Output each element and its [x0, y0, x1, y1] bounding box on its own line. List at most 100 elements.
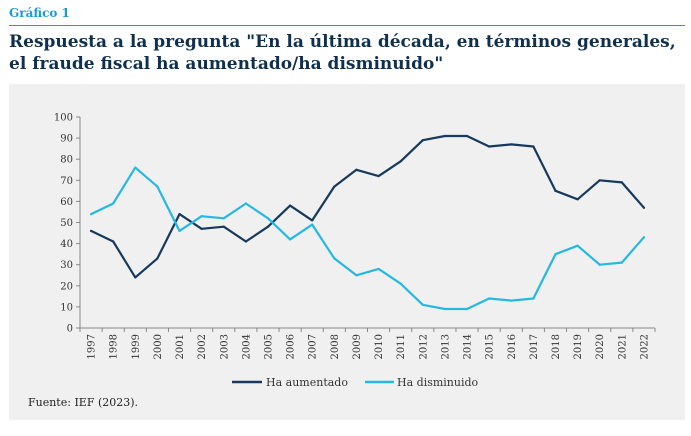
legend-label-2: Ha disminuido — [397, 376, 479, 389]
data-point — [200, 227, 203, 230]
data-point — [156, 185, 159, 188]
data-point — [488, 145, 491, 148]
top-rule — [9, 25, 685, 26]
y-tick-label: 50 — [60, 218, 73, 229]
data-point — [465, 307, 469, 311]
data-point — [620, 261, 623, 264]
data-point — [355, 274, 358, 277]
x-tick-label: 2000 — [153, 334, 164, 359]
legend-label-1: Ha aumentado — [266, 376, 348, 389]
y-tick-label: 90 — [60, 134, 73, 145]
data-point — [554, 253, 557, 256]
data-point — [642, 236, 646, 239]
x-tick-label: 2006 — [286, 334, 297, 359]
data-point — [200, 215, 203, 218]
data-point — [333, 257, 336, 260]
data-point — [244, 202, 247, 205]
x-tick-label: 2022 — [639, 334, 650, 359]
data-point — [134, 276, 137, 279]
data-point — [266, 217, 270, 220]
data-point — [288, 204, 292, 207]
figure-label: Gráfico 1 — [9, 6, 70, 20]
y-tick-label: 40 — [60, 239, 73, 250]
data-point — [576, 198, 579, 201]
y-tick-label: 100 — [54, 113, 73, 124]
x-tick-label: 1999 — [131, 334, 142, 359]
y-tick-label: 20 — [60, 281, 73, 292]
x-tick-label: 2021 — [617, 334, 628, 359]
data-point — [510, 299, 513, 302]
data-point — [399, 282, 402, 285]
x-tick-label: 2010 — [374, 334, 385, 359]
series-line-1 — [89, 134, 646, 279]
data-point — [554, 189, 557, 192]
data-point — [443, 307, 447, 311]
x-tick-label: 2004 — [241, 334, 252, 359]
x-tick-label: 2001 — [175, 334, 186, 359]
data-point — [598, 263, 601, 266]
data-point — [134, 166, 137, 169]
y-tick-label: 80 — [60, 155, 73, 166]
data-point — [399, 160, 402, 163]
data-point — [266, 225, 270, 228]
data-point — [355, 168, 358, 171]
data-point — [311, 223, 314, 226]
data-point — [598, 179, 601, 182]
data-point — [620, 181, 623, 184]
y-tick-label: 60 — [60, 197, 73, 208]
x-tick-label: 1998 — [109, 334, 120, 359]
data-point — [333, 185, 336, 188]
chart-panel — [9, 84, 685, 420]
y-tick-label: 0 — [67, 324, 73, 335]
x-tick-label: 2013 — [440, 334, 451, 359]
x-tick-label: 2003 — [219, 334, 230, 359]
data-point — [112, 240, 115, 243]
x-tick-label: 2015 — [485, 334, 496, 359]
x-tick-label: 2009 — [352, 334, 363, 359]
source-note: Fuente: IEF (2023). — [28, 396, 139, 409]
data-point — [89, 229, 93, 233]
y-tick-label: 10 — [60, 302, 73, 313]
x-tick-label: 1997 — [87, 334, 98, 359]
data-point — [288, 238, 292, 241]
data-point — [178, 229, 181, 233]
x-tick-label: 2008 — [330, 334, 341, 359]
data-point — [178, 212, 181, 216]
data-point — [244, 240, 247, 243]
data-point — [443, 134, 447, 138]
x-tick-label: 2016 — [507, 334, 518, 359]
x-tick-label: 2002 — [197, 334, 208, 359]
x-tick-label: 2005 — [263, 334, 274, 359]
y-tick-label: 30 — [60, 260, 73, 271]
data-point — [222, 217, 225, 220]
data-point — [311, 219, 314, 222]
data-point — [510, 143, 513, 146]
x-tick-label: 2012 — [418, 334, 429, 359]
data-point — [576, 244, 579, 247]
data-point — [222, 225, 225, 228]
data-point — [421, 139, 424, 142]
data-point — [465, 134, 469, 138]
x-tick-label: 2019 — [573, 334, 584, 359]
data-point — [532, 145, 535, 148]
data-point — [421, 303, 424, 306]
data-point — [377, 267, 380, 271]
data-point — [377, 174, 380, 178]
x-tick-label: 2011 — [396, 334, 407, 359]
data-point — [488, 297, 491, 300]
data-point — [156, 257, 159, 260]
series-line-2 — [89, 166, 646, 311]
data-point — [112, 202, 115, 205]
x-tick-label: 2014 — [463, 334, 474, 359]
data-point — [642, 206, 646, 209]
y-tick-label: 70 — [60, 176, 73, 187]
data-point — [89, 212, 93, 216]
data-point — [532, 297, 535, 300]
chart-title: Respuesta a la pregunta "En la última dé… — [9, 32, 676, 74]
x-tick-label: 2007 — [308, 334, 319, 359]
x-tick-label: 2020 — [595, 334, 606, 359]
x-tick-label: 2017 — [529, 334, 540, 359]
x-tick-label: 2018 — [551, 334, 562, 359]
